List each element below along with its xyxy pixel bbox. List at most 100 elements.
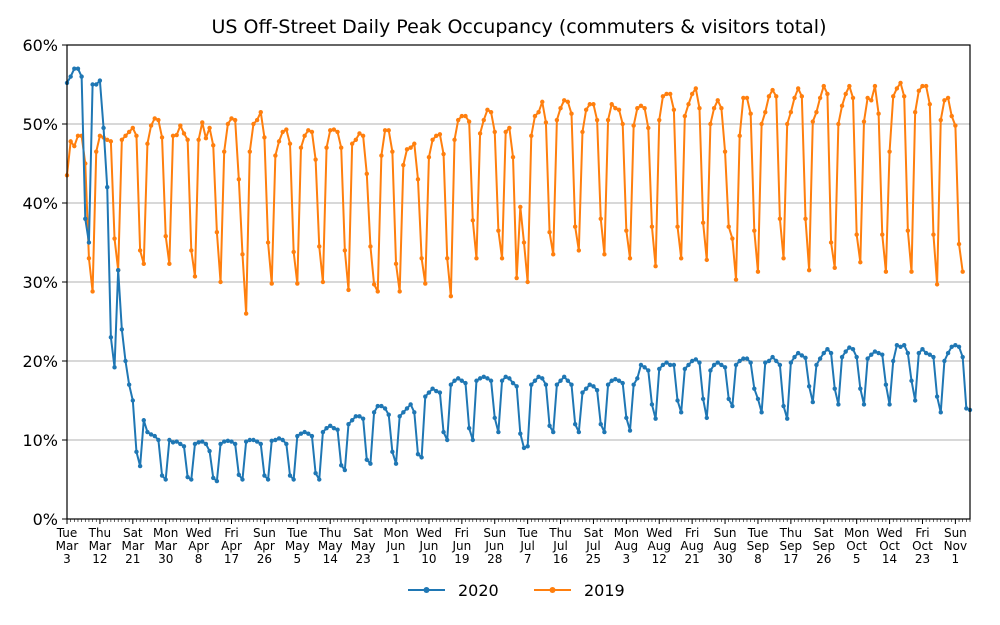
data-point [324, 425, 329, 431]
data-point [752, 228, 757, 233]
data-point [565, 99, 571, 105]
data-point [953, 343, 958, 348]
data-point [185, 474, 190, 480]
data-point [349, 141, 355, 146]
data-point [382, 406, 388, 411]
data-point [291, 249, 296, 255]
data-point [861, 119, 867, 124]
data-point [850, 346, 856, 352]
data-point [960, 354, 965, 360]
data-point [397, 414, 402, 419]
data-point [554, 117, 560, 123]
data-point [964, 406, 969, 411]
x-tick-label: Sun Aug 30 [713, 526, 736, 566]
data-point [620, 121, 625, 127]
data-point [192, 441, 198, 447]
legend-item: 2019 [534, 581, 625, 600]
x-tick-label: Wed Apr 8 [186, 526, 212, 566]
data-point [159, 135, 165, 140]
data-point [412, 410, 417, 415]
data-point [240, 252, 245, 257]
data-point [181, 444, 187, 449]
data-point [938, 410, 943, 415]
x-tick-label: Sat Sep 26 [812, 526, 835, 566]
data-point [744, 95, 750, 101]
data-point [302, 429, 307, 435]
data-point [540, 376, 545, 381]
data-point [763, 109, 768, 115]
data-point [141, 261, 146, 267]
data-point [189, 248, 194, 253]
data-point [291, 477, 296, 482]
data-point [167, 437, 172, 443]
data-point [459, 113, 465, 119]
data-point [711, 106, 717, 111]
data-point [653, 416, 658, 421]
data-point [123, 358, 128, 364]
data-point [529, 133, 534, 139]
data-point [781, 256, 786, 261]
data-point [360, 133, 366, 139]
data-point [752, 386, 757, 391]
data-point [236, 472, 242, 477]
data-point [229, 116, 234, 121]
data-point [134, 133, 139, 139]
data-point [891, 358, 896, 364]
data-point [931, 354, 936, 360]
data-point [872, 349, 878, 354]
data-point [730, 236, 735, 241]
data-point [770, 354, 775, 360]
data-point [916, 88, 922, 94]
data-point [869, 352, 874, 357]
x-tick-label: Fri Oct 23 [912, 526, 933, 566]
data-point [934, 282, 940, 287]
data-point [613, 106, 618, 111]
data-point [90, 289, 95, 294]
data-point [909, 378, 914, 383]
data-point [441, 429, 446, 435]
data-point [942, 98, 947, 103]
data-point [404, 147, 410, 152]
data-point [145, 141, 150, 146]
data-point [196, 440, 201, 445]
data-point [390, 449, 395, 455]
data-point [792, 95, 797, 101]
x-tick-label: Sun Jun 28 [483, 526, 506, 566]
data-point [229, 439, 234, 444]
data-point [137, 248, 143, 253]
data-point [258, 441, 263, 447]
data-point [254, 117, 260, 123]
data-point [232, 441, 238, 447]
data-point [602, 252, 607, 257]
data-point [565, 378, 571, 383]
data-point [642, 106, 647, 111]
data-point [620, 380, 625, 386]
data-point [737, 358, 742, 364]
data-point [521, 240, 527, 245]
data-point [163, 477, 168, 482]
data-point [572, 422, 578, 427]
data-point [309, 129, 315, 135]
data-point [298, 431, 304, 436]
data-point [525, 279, 530, 285]
chart-title: US Off-Street Daily Peak Occupancy (comm… [212, 16, 827, 38]
data-point [130, 125, 136, 131]
data-point [825, 91, 830, 97]
data-point [551, 252, 556, 257]
data-point [536, 374, 541, 379]
y-tick-label: 50% [22, 115, 58, 134]
data-point [273, 153, 278, 158]
data-point [642, 365, 647, 370]
data-point [379, 403, 384, 409]
y-tick-label: 40% [22, 194, 58, 213]
data-point [119, 327, 125, 332]
data-point [777, 362, 783, 368]
data-point [353, 137, 359, 142]
data-point [755, 396, 761, 402]
data-point [265, 240, 271, 245]
data-point [152, 433, 157, 439]
data-point [94, 149, 99, 154]
data-point [912, 109, 918, 115]
data-point [825, 346, 830, 352]
data-point [923, 83, 929, 89]
